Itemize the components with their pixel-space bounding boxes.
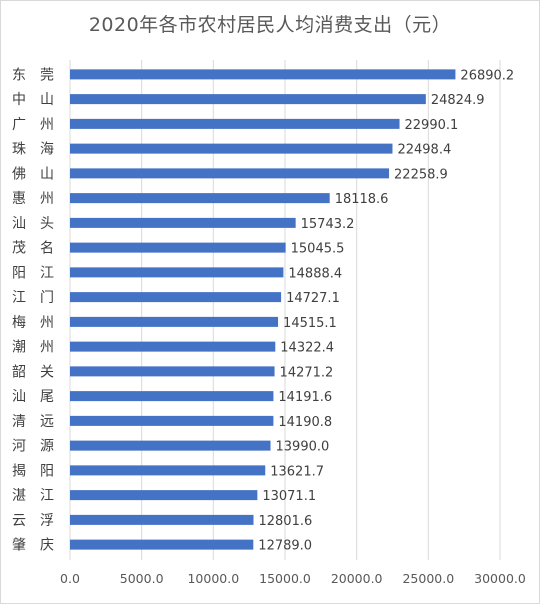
bar <box>70 292 282 303</box>
value-label: 14515.1 <box>283 316 337 331</box>
category-labels: 东 莞中 山广 州珠 海佛 山惠 州汕 头茂 名阳 江江 门梅 州潮 州韶 关汕… <box>12 67 54 553</box>
bar <box>70 193 330 204</box>
category-label: 揭 阳 <box>12 463 54 479</box>
value-label: 15743.2 <box>301 217 355 232</box>
value-label: 22258.9 <box>394 167 448 182</box>
bar <box>70 316 279 327</box>
bar <box>70 440 271 451</box>
value-label: 14271.2 <box>280 365 334 380</box>
category-label: 湛 江 <box>12 488 54 504</box>
category-label: 惠 州 <box>12 191 54 207</box>
category-label: 东 莞 <box>12 67 54 83</box>
value-labels: 26890.2 24824.9 22990.1 22498.4 22258.9 18118… <box>258 68 514 553</box>
bar <box>70 539 254 550</box>
category-label: 珠 海 <box>12 142 54 158</box>
category-label: 茂 名 <box>12 240 54 257</box>
category-label: 梅 州 <box>12 315 54 331</box>
category-label: 云 浮 <box>12 513 54 529</box>
value-label: 12789.0 <box>258 539 312 554</box>
category-label: 河 源 <box>12 439 54 455</box>
bar <box>70 341 276 352</box>
x-tick-labels: 0.0 5000.0 10000.0 15000.0 20000.0 25000.0 300… <box>60 571 526 586</box>
value-label: 14190.8 <box>278 415 332 430</box>
x-tick-label: 25000.0 <box>402 571 454 586</box>
bar <box>70 94 426 105</box>
x-tick-label: 20000.0 <box>331 571 383 586</box>
bar <box>70 391 274 402</box>
value-label: 12801.6 <box>258 514 312 529</box>
category-label: 江 门 <box>12 290 54 306</box>
category-label: 中 山 <box>12 92 54 108</box>
category-label: 汕 尾 <box>12 389 54 405</box>
value-label: 14888.4 <box>288 266 342 281</box>
bar <box>70 118 400 129</box>
category-label: 阳 江 <box>12 265 54 281</box>
bar <box>70 366 275 377</box>
value-label: 13990.0 <box>276 440 330 455</box>
category-label: 广 州 <box>12 117 54 133</box>
bar <box>70 267 284 278</box>
value-label: 18118.6 <box>335 192 389 207</box>
value-label: 14191.6 <box>278 390 332 405</box>
x-tick-label: 0.0 <box>60 571 80 586</box>
value-label: 14322.4 <box>280 341 334 356</box>
category-label: 清 远 <box>12 414 54 430</box>
bar <box>70 242 286 253</box>
value-label: 14727.1 <box>286 291 340 306</box>
value-label: 22498.4 <box>397 143 451 158</box>
value-label: 26890.2 <box>460 68 514 83</box>
x-tick-label: 15000.0 <box>259 571 311 586</box>
category-label: 汕 头 <box>12 216 54 232</box>
x-tick-label: 10000.0 <box>187 571 239 586</box>
x-tick-label: 5000.0 <box>120 571 164 586</box>
category-label: 潮 州 <box>12 340 54 356</box>
gridlines <box>69 60 501 560</box>
bars <box>70 69 456 550</box>
x-tick-label: 30000.0 <box>474 571 526 586</box>
category-label: 韶 关 <box>12 364 54 380</box>
bar <box>70 514 254 525</box>
bar <box>70 69 456 80</box>
bar <box>70 465 266 476</box>
bar <box>70 415 274 426</box>
value-label: 13621.7 <box>270 464 324 479</box>
bar <box>70 490 258 501</box>
bar <box>70 168 390 179</box>
value-label: 13071.1 <box>262 489 316 504</box>
bar <box>70 217 296 228</box>
value-label: 24824.9 <box>431 93 485 108</box>
value-label: 15045.5 <box>291 242 345 257</box>
value-label: 22990.1 <box>405 118 459 133</box>
chart-title: 2020年各市农村居民人均消费支出（元） <box>88 14 452 36</box>
category-label: 肇 庆 <box>12 538 54 554</box>
category-label: 佛 山 <box>12 166 54 182</box>
bar <box>70 143 393 154</box>
